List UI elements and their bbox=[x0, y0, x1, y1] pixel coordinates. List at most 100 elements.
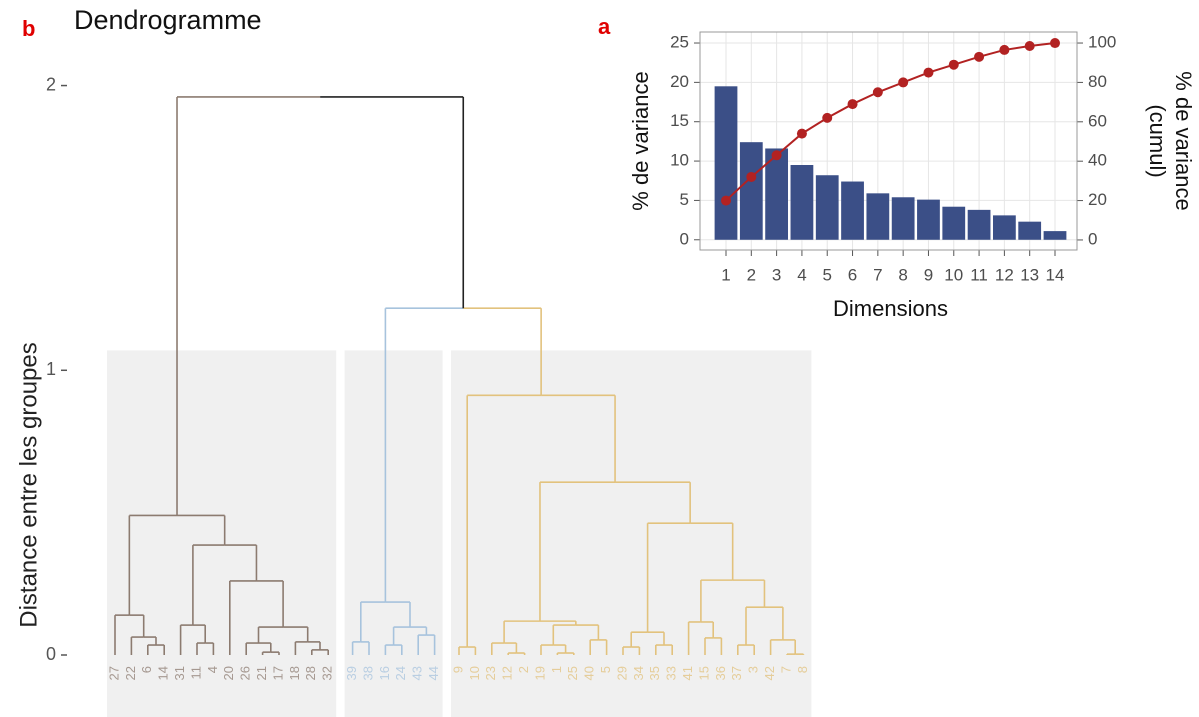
x-tick-label: 1 bbox=[721, 265, 730, 284]
leaf-label: 18 bbox=[287, 666, 302, 680]
leaf-label: 40 bbox=[582, 666, 597, 680]
leaf-label: 28 bbox=[303, 666, 318, 680]
cluster-rect bbox=[344, 350, 443, 717]
bar bbox=[714, 86, 738, 240]
cumulative-point bbox=[872, 87, 883, 98]
cumulative-point bbox=[948, 59, 959, 70]
y-tick-label: 1 bbox=[46, 359, 56, 379]
leaf-label: 35 bbox=[647, 666, 662, 680]
plot-border bbox=[699, 31, 1078, 251]
leaf-label: 1 bbox=[549, 666, 564, 673]
x-tick-label: 13 bbox=[1020, 265, 1039, 284]
bar bbox=[866, 193, 890, 240]
y-tick-label: 0 bbox=[680, 229, 689, 248]
cumulative-point bbox=[771, 150, 782, 161]
y-axis-title: Distance entre les groupes bbox=[15, 342, 42, 628]
cluster-rect bbox=[451, 350, 812, 717]
leaf-label: 24 bbox=[393, 666, 408, 680]
bar bbox=[1043, 231, 1067, 240]
bar bbox=[942, 206, 966, 240]
leaf-label: 41 bbox=[680, 666, 695, 680]
leaf-label: 14 bbox=[156, 666, 171, 680]
bar bbox=[739, 142, 763, 240]
y2-axis-title: % de variance bbox=[1171, 71, 1196, 210]
x-tick-label: 7 bbox=[873, 265, 882, 284]
cluster-rect bbox=[107, 350, 337, 717]
bar bbox=[841, 181, 864, 240]
y-tick-label: 20 bbox=[670, 72, 689, 91]
cumulative-point bbox=[822, 112, 833, 123]
y-tick-label: 0 bbox=[46, 644, 56, 664]
chart-title: Dendrogramme bbox=[74, 5, 262, 35]
x-tick-label: 10 bbox=[944, 265, 963, 284]
y2-tick-label: 60 bbox=[1088, 111, 1107, 130]
y-tick-label: 15 bbox=[670, 111, 689, 130]
leaf-label: 43 bbox=[410, 666, 425, 680]
bar bbox=[815, 175, 839, 240]
leaf-label: 10 bbox=[467, 666, 482, 680]
leaf-label: 20 bbox=[221, 666, 236, 680]
cumulative-point bbox=[999, 44, 1010, 55]
y-tick-label: 25 bbox=[670, 33, 689, 52]
y-axis-title: % de variance bbox=[628, 71, 653, 210]
leaf-label: 4 bbox=[205, 666, 220, 673]
bar bbox=[967, 209, 991, 240]
leaf-label: 22 bbox=[123, 666, 138, 680]
leaf-label: 21 bbox=[254, 666, 269, 680]
x-tick-label: 8 bbox=[898, 265, 907, 284]
cumulative-point bbox=[796, 128, 807, 139]
leaf-label: 37 bbox=[729, 666, 744, 680]
leaf-labels: 27 22 6 14 31 11 4 20 26 21 17 18 28 32 39 38 16 24 43 44 9 1… bbox=[106, 666, 809, 680]
bar bbox=[1018, 221, 1042, 240]
x-tick-label: 9 bbox=[924, 265, 933, 284]
x-tick-label: 5 bbox=[822, 265, 831, 284]
leaf-label: 39 bbox=[344, 666, 359, 680]
leaf-label: 2 bbox=[516, 666, 531, 673]
x-tick-label: 12 bbox=[995, 265, 1014, 284]
cumulative-point bbox=[923, 67, 934, 78]
leaf-label: 17 bbox=[270, 666, 285, 680]
leaf-label: 9 bbox=[450, 666, 465, 673]
leaf-label: 29 bbox=[614, 666, 629, 680]
leaf-label: 15 bbox=[696, 666, 711, 680]
panel-letter: a bbox=[598, 14, 611, 39]
bar bbox=[917, 199, 940, 240]
cumulative-point bbox=[974, 51, 985, 62]
leaf-label: 34 bbox=[631, 666, 646, 680]
leaf-label: 26 bbox=[238, 666, 253, 680]
leaf-label: 38 bbox=[360, 666, 375, 680]
y2-axis-title: (cumul) bbox=[1145, 104, 1170, 177]
x-tick-label: 14 bbox=[1046, 265, 1065, 284]
bar bbox=[790, 165, 814, 240]
leaf-label: 19 bbox=[532, 666, 547, 680]
panel-letter: b bbox=[22, 16, 35, 41]
cluster-rects bbox=[107, 350, 812, 717]
x-tick-label: 11 bbox=[970, 265, 988, 284]
cumulative-point bbox=[1024, 40, 1035, 51]
cumulative-point bbox=[721, 195, 731, 206]
x-axis-title: Dimensions bbox=[833, 296, 948, 321]
dendrogram-lines bbox=[114, 96, 805, 655]
leaf-label: 33 bbox=[664, 666, 679, 680]
bar bbox=[765, 148, 789, 240]
x-tick-label: 3 bbox=[772, 265, 781, 284]
cumulative-point bbox=[1050, 38, 1060, 49]
y2-tick-label: 100 bbox=[1088, 33, 1116, 52]
leaf-label: 23 bbox=[483, 666, 498, 680]
leaf-label: 6 bbox=[139, 666, 154, 673]
leaf-label: 16 bbox=[377, 666, 392, 680]
leaf-label: 8 bbox=[795, 666, 810, 673]
x-tick-label: 6 bbox=[848, 265, 857, 284]
leaf-label: 32 bbox=[320, 666, 335, 680]
leaf-label: 27 bbox=[106, 666, 121, 680]
cumulative-point bbox=[898, 77, 909, 88]
cumulative-point bbox=[746, 171, 757, 182]
leaf-label: 12 bbox=[500, 666, 515, 680]
cumulative-point bbox=[847, 99, 858, 110]
y-tick-label: 5 bbox=[680, 190, 689, 209]
y2-tick-label: 40 bbox=[1088, 151, 1107, 170]
leaf-label: 25 bbox=[565, 666, 580, 680]
leaf-label: 11 bbox=[188, 666, 203, 680]
